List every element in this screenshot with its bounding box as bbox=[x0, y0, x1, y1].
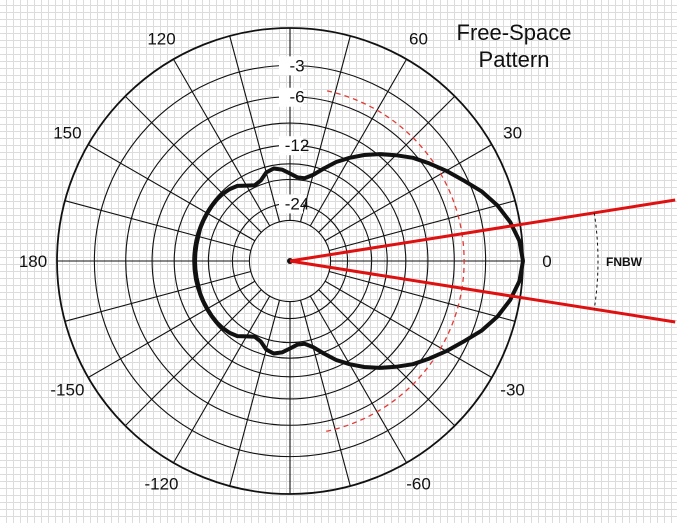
grid-spoke bbox=[87, 280, 256, 378]
ring-db-label: -3 bbox=[289, 56, 304, 75]
grid-spoke bbox=[299, 35, 351, 222]
grid-spoke bbox=[299, 300, 351, 487]
reference-arc-group bbox=[326, 90, 465, 432]
axis-labels-group: 0 30 60 120 150 180 -150 -120 -60 -30 -3 -6 -12 -24 bbox=[19, 29, 552, 493]
ring-db-label: -24 bbox=[285, 195, 310, 214]
fnbw-label: FNBW bbox=[606, 255, 643, 269]
fnbw-line bbox=[289, 198, 676, 263]
grid-spoke bbox=[124, 289, 262, 427]
chart-title-line-2: Pattern bbox=[478, 47, 550, 72]
angle-tick-label: 120 bbox=[147, 29, 175, 48]
grid-spoke bbox=[87, 144, 256, 242]
grid-spoke bbox=[318, 289, 456, 427]
grid-spoke bbox=[64, 270, 251, 322]
grid-spoke bbox=[173, 295, 271, 464]
grid-spoke bbox=[309, 58, 407, 227]
ring-label-bg bbox=[279, 136, 303, 156]
angle-tick-label: 150 bbox=[53, 124, 81, 143]
grid-ring bbox=[248, 219, 332, 303]
grid-spoke bbox=[309, 295, 407, 464]
angle-tick-label: -60 bbox=[406, 475, 431, 494]
fnbw-group: FNBW bbox=[289, 198, 676, 324]
ring-label-bg bbox=[279, 87, 303, 107]
grid-spoke bbox=[64, 200, 251, 252]
chart-title-line-1: Free-Space bbox=[456, 20, 572, 45]
angle-tick-label: 180 bbox=[19, 252, 47, 271]
angle-tick-label: 30 bbox=[503, 124, 522, 143]
fnbw-line bbox=[289, 259, 676, 324]
angle-tick-label: -30 bbox=[500, 381, 525, 400]
grid-spoke bbox=[324, 144, 493, 242]
grid-spoke bbox=[124, 95, 262, 233]
grid-spoke bbox=[329, 270, 516, 322]
ring-db-label: -12 bbox=[285, 136, 310, 155]
radiation-pattern-group bbox=[193, 152, 525, 370]
grid-spoke bbox=[229, 300, 281, 487]
radiation-pattern-curve bbox=[193, 152, 525, 370]
angle-tick-label: -150 bbox=[50, 381, 84, 400]
reference-dashed-arc bbox=[326, 90, 465, 432]
polar-grid bbox=[56, 27, 524, 495]
grid-spoke bbox=[318, 95, 456, 233]
angle-tick-label: 0 bbox=[542, 252, 551, 271]
grid-spoke bbox=[173, 58, 271, 227]
ring-label-bg bbox=[279, 56, 303, 76]
fnbw-brace bbox=[593, 212, 599, 310]
grid-spoke bbox=[329, 200, 516, 252]
angle-tick-label: -120 bbox=[144, 475, 178, 494]
ring-label-bg bbox=[279, 194, 303, 214]
angle-tick-label: 60 bbox=[409, 29, 428, 48]
grid-spoke bbox=[229, 35, 281, 222]
ring-db-label: -6 bbox=[289, 88, 304, 107]
grid-spoke bbox=[324, 280, 493, 378]
